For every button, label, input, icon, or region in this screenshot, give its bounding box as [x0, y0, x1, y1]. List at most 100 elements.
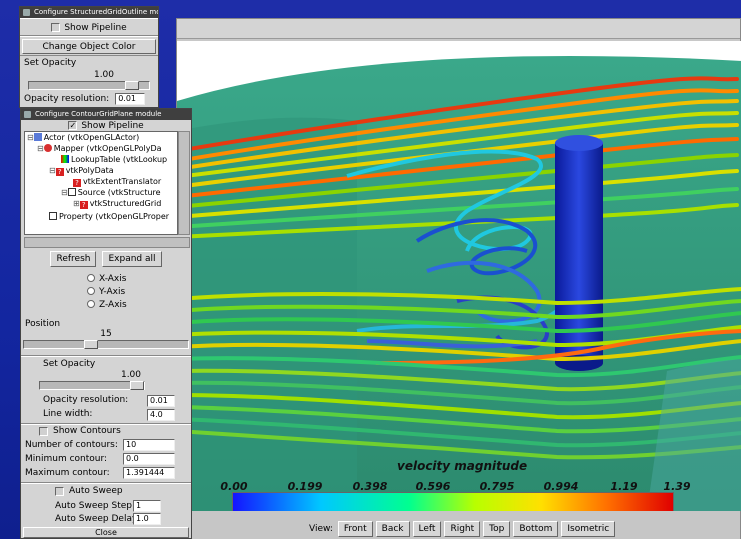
streamline-scene: [177, 41, 741, 511]
colorbar-tick: 0.398: [352, 480, 388, 493]
contour-window-titlebar[interactable]: Configure ContourGridPlane module: [21, 109, 191, 120]
upper-streamlines: [177, 76, 739, 239]
pipeline-row: Show Pipeline: [20, 18, 158, 36]
colorbar-tick-labels: 0.00 0.199 0.398 0.596 0.795 0.994 1.19 …: [213, 480, 693, 494]
checkbox-checked-icon: [68, 121, 78, 130]
colorbar-title: velocity magnitude: [397, 459, 528, 473]
opacity-slider-thumb[interactable]: [130, 381, 144, 390]
y-axis-radio[interactable]: Y-Axis: [87, 286, 191, 299]
line-width-input[interactable]: 4.0: [147, 409, 175, 421]
opacity-slider-thumb[interactable]: [125, 81, 139, 90]
checkbox-icon: [51, 23, 61, 32]
axis-radio-group: X-Axis Y-Axis Z-Axis: [21, 273, 191, 312]
checkbox-icon: [55, 486, 64, 496]
expand-all-button[interactable]: Expand all: [102, 251, 162, 267]
tree-item[interactable]: ⊞? vtkStructuredGrid: [73, 199, 162, 209]
max-contour-input[interactable]: 1.391444: [123, 467, 175, 479]
sweep-delay-label: Auto Sweep Delay:: [55, 514, 140, 524]
opacity-value: 1.00: [93, 70, 115, 80]
x-axis-label: X-Axis: [99, 274, 127, 284]
pipeline-row: Show Pipeline: [21, 120, 191, 131]
view-front-button[interactable]: Front: [337, 521, 373, 537]
show-pipeline-toggle[interactable]: Show Pipeline: [20, 19, 158, 36]
opacity-resolution-label: Opacity resolution:: [43, 395, 129, 405]
refresh-button[interactable]: Refresh: [50, 251, 97, 267]
num-contours-label: Number of contours:: [25, 440, 118, 450]
opacity-resolution-label: Opacity resolution:: [24, 94, 110, 104]
tree-item[interactable]: ⊟ Source (vtkStructure: [61, 188, 161, 197]
source-icon: [67, 188, 76, 196]
tree-buttons-row: Refresh Expand all: [21, 249, 191, 269]
tree-item[interactable]: LookupTable (vtkLookup: [61, 155, 167, 165]
auto-sweep-label: Auto Sweep: [69, 486, 123, 496]
view-bottom-button[interactable]: Bottom: [513, 521, 559, 537]
render-window-toolbar: [177, 19, 740, 39]
view-right-button[interactable]: Right: [444, 521, 481, 537]
tree-item-label: vtkStructuredGrid: [89, 199, 162, 208]
unknown-object-icon: ?: [79, 201, 88, 209]
unknown-object-icon: ?: [73, 179, 81, 187]
change-object-color-button[interactable]: Change Object Color: [22, 39, 156, 54]
min-contour-input[interactable]: 0.0: [123, 453, 175, 465]
show-pipeline-toggle[interactable]: Show Pipeline: [21, 120, 191, 131]
show-contours-label: Show Contours: [53, 426, 121, 436]
view-label: View:: [309, 524, 333, 534]
max-contour-label: Maximum contour:: [25, 468, 110, 478]
y-axis-label: Y-Axis: [99, 287, 126, 297]
view-isometric-button[interactable]: Isometric: [561, 521, 616, 537]
window-menu-icon[interactable]: [24, 111, 31, 118]
sweep-step-input[interactable]: 1: [133, 500, 161, 512]
z-axis-radio[interactable]: Z-Axis: [87, 299, 191, 312]
colorbar-tick: 0.00: [220, 480, 248, 493]
position-slider-thumb[interactable]: [84, 340, 98, 349]
colorbar-tick: 1.39: [663, 480, 691, 493]
contour-config-window: Configure ContourGridPlane module Show P…: [20, 108, 192, 539]
color-row: Change Object Color: [20, 36, 158, 56]
radio-icon: [87, 287, 95, 295]
num-contours-input[interactable]: 10: [123, 439, 175, 451]
line-width-label: Line width:: [43, 409, 93, 419]
divider: [21, 482, 191, 484]
tree-item[interactable]: ? vtkExtentTranslator: [73, 177, 161, 187]
opacity-resolution-input[interactable]: 0.01: [115, 93, 146, 105]
tree-vertical-scrollbar[interactable]: [178, 131, 190, 235]
x-axis-radio[interactable]: X-Axis: [87, 273, 191, 286]
view-back-button[interactable]: Back: [375, 521, 410, 537]
opacity-slider[interactable]: [28, 81, 150, 90]
tree-item[interactable]: Property (vtkOpenGLProper: [49, 212, 169, 222]
sweep-delay-input[interactable]: 1.0: [133, 513, 161, 525]
set-opacity-label: Set Opacity: [24, 58, 77, 68]
pipeline-tree[interactable]: ⊟ Actor (vtkOpenGLActor) ⊟ Mapper (vtkOpen…: [24, 131, 178, 235]
property-icon: [49, 212, 57, 220]
tree-item-label: Source (vtkStructure: [77, 188, 161, 197]
window-menu-icon[interactable]: [23, 9, 30, 16]
colorbar: [232, 492, 674, 511]
radio-icon: [87, 274, 95, 282]
actor-icon: [33, 133, 42, 141]
divider: [21, 355, 191, 357]
close-button[interactable]: Close: [23, 527, 189, 538]
show-contours-toggle[interactable]: Show Contours: [39, 426, 121, 436]
tree-item[interactable]: ⊟ Actor (vtkOpenGLActor): [27, 133, 140, 142]
position-slider[interactable]: [23, 340, 189, 349]
view-top-button[interactable]: Top: [483, 521, 511, 537]
tree-item-label: Actor (vtkOpenGLActor): [43, 133, 140, 142]
divider: [21, 423, 191, 425]
auto-sweep-toggle[interactable]: Auto Sweep: [55, 486, 123, 496]
tree-item[interactable]: ⊟ Mapper (vtkOpenGLPolyDa: [37, 144, 162, 153]
lookup-table-icon: [61, 155, 69, 163]
opacity-slider[interactable]: [39, 381, 145, 390]
window-title: Configure ContourGridPlane module: [35, 110, 162, 118]
colorbar-tick: 0.596: [415, 480, 451, 493]
colorbar-tick: 0.994: [543, 480, 579, 493]
opacity-resolution-input[interactable]: 0.01: [147, 395, 175, 407]
view-toolbar: View: Front Back Left Right Top Bottom I…: [177, 511, 740, 539]
tree-item-label: vtkExtentTranslator: [83, 177, 162, 186]
position-value: 15: [100, 329, 112, 339]
view-left-button[interactable]: Left: [412, 521, 442, 537]
render-viewport[interactable]: velocity magnitude 0.00 0.199 0.398 0.59…: [177, 41, 741, 511]
tree-item[interactable]: ⊟? vtkPolyData: [49, 166, 114, 176]
tree-horizontal-scrollbar[interactable]: [24, 237, 190, 248]
outline-window-titlebar[interactable]: Configure StructuredGridOutline mod: [20, 7, 158, 18]
tree-item-label: Mapper (vtkOpenGLPolyDa: [53, 144, 162, 153]
